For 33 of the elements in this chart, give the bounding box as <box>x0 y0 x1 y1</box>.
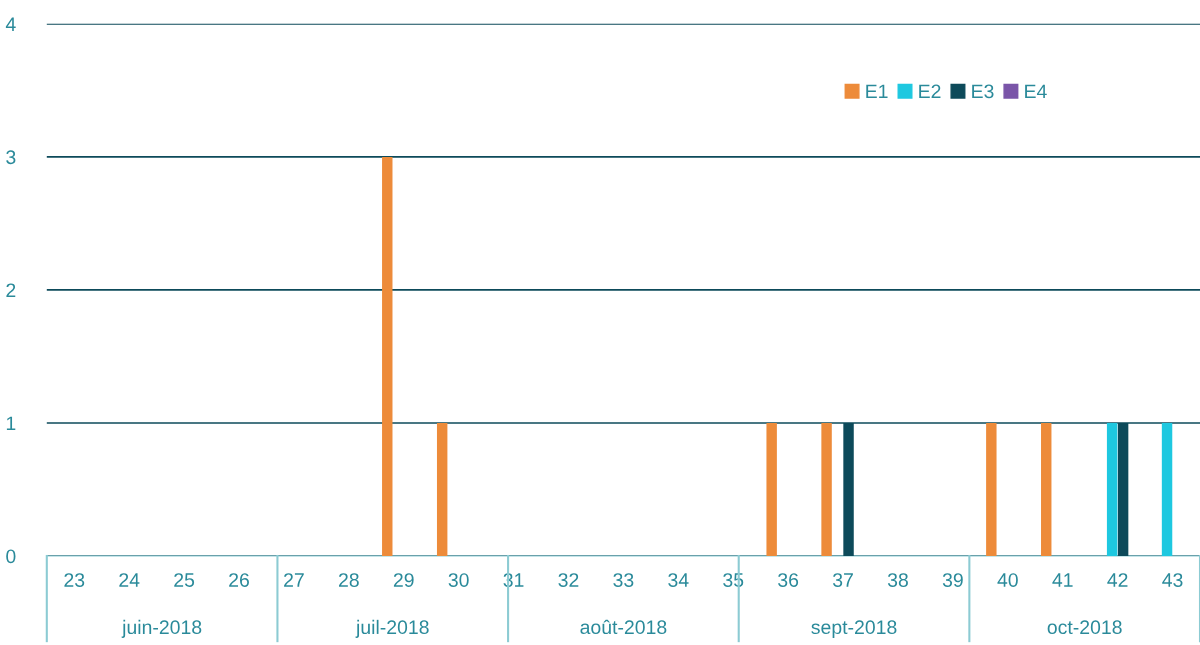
x-tick-label: 28 <box>338 573 359 587</box>
legend-label: E1 <box>866 84 888 99</box>
x-tick-label: 30 <box>448 573 469 587</box>
text: juil-2018 <box>355 619 429 638</box>
x-tick-label: 38 <box>887 573 908 587</box>
y-tick-label: 4 <box>5 17 16 31</box>
x-tick-label: 29 <box>393 573 414 587</box>
x-tick-label: 39 <box>942 573 963 587</box>
x-tick-label: 37 <box>832 573 853 587</box>
text: août-2018 <box>580 619 667 635</box>
x-tick-label: 40 <box>997 573 1018 587</box>
x-tick-label: 43 <box>1162 573 1183 587</box>
x-tick-label: 41 <box>1052 573 1073 587</box>
x-tick-label: 33 <box>613 573 634 587</box>
legend-label: E2 <box>919 84 941 99</box>
y-tick-label: 1 <box>6 416 16 430</box>
x-tick-label: 34 <box>668 573 689 587</box>
x-tick-label: 24 <box>119 573 140 587</box>
x-tick-label: 36 <box>778 573 799 587</box>
x-tick-label: 26 <box>229 573 249 587</box>
x-tick-label: 25 <box>174 573 195 587</box>
x-tick-label: 27 <box>284 573 304 587</box>
text: oct-2018 <box>1047 620 1122 635</box>
x-tick-label: 42 <box>1107 573 1128 587</box>
x-tick-label: 32 <box>558 573 579 587</box>
y-tick-label: 0 <box>6 549 16 564</box>
y-tick-label: 2 <box>6 283 16 297</box>
legend-label: E4 <box>1025 84 1047 99</box>
x-tick-label: 23 <box>64 573 85 587</box>
text: juin-2018 <box>121 619 202 638</box>
y-tick-label: 3 <box>6 150 16 165</box>
text: sept-2018 <box>811 620 897 638</box>
legend-label: E3 <box>972 84 994 99</box>
